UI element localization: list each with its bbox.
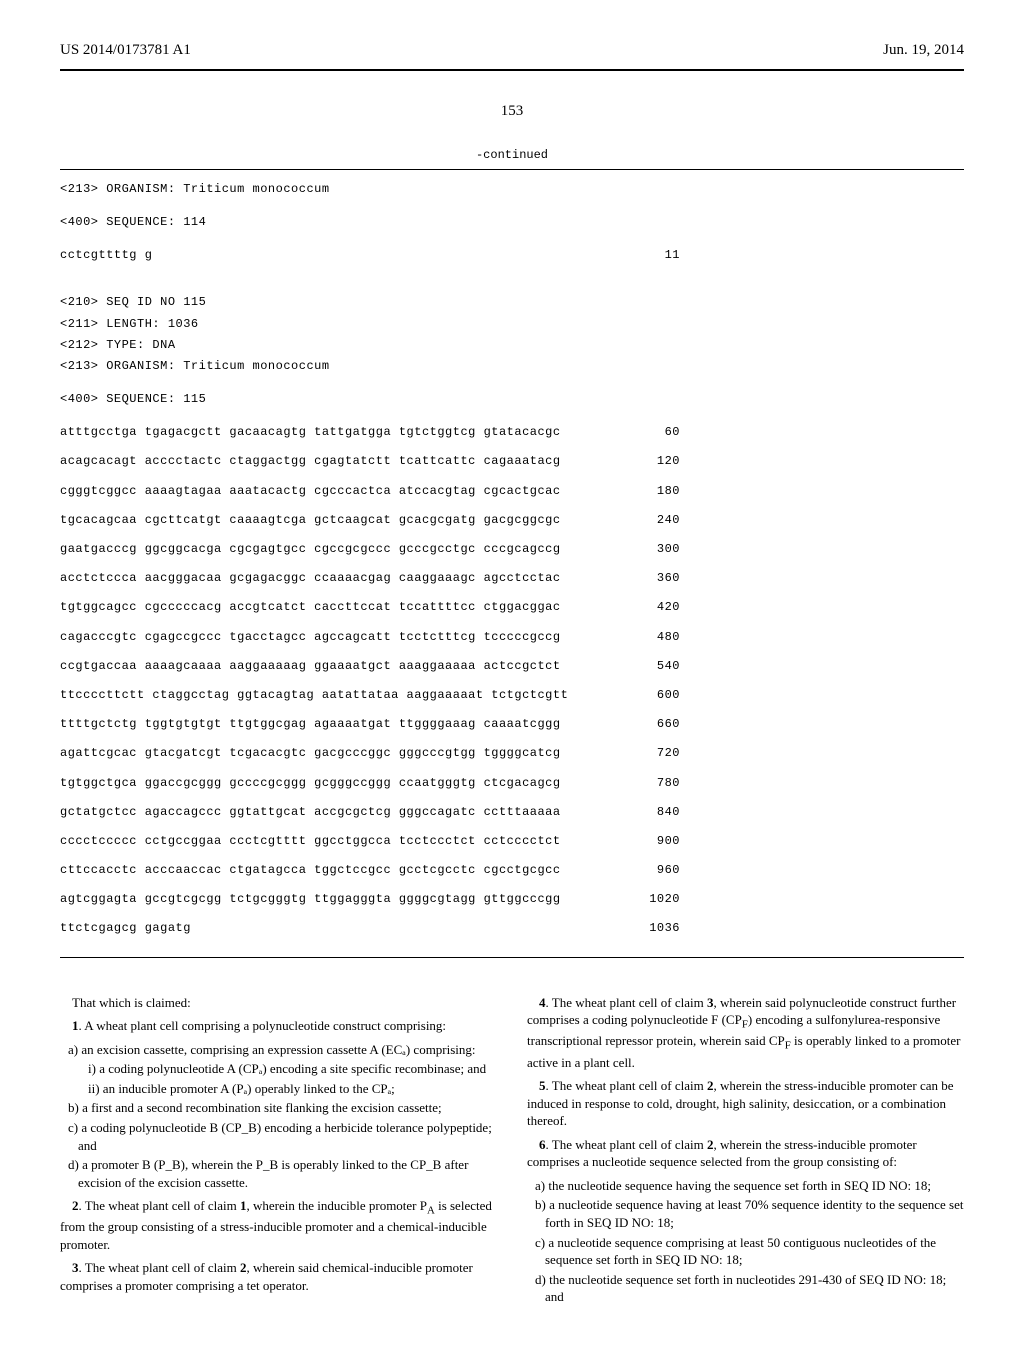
seq114-label: <400> SEQUENCE: 114 bbox=[60, 213, 964, 232]
seq-text: acagcacagt acccctactc ctaggactgg cgagtat… bbox=[60, 452, 561, 471]
continued-label: -continued bbox=[60, 147, 964, 164]
seq114-row: cctcgttttg g 11 bbox=[60, 246, 680, 265]
seq-row: gctatgctcc agaccagccc ggtattgcat accgcgc… bbox=[60, 803, 680, 822]
claim-1-lead: 1. 1. A wheat plant cell comprising a po… bbox=[60, 1017, 497, 1035]
right-column: 4. The wheat plant cell of claim 3, wher… bbox=[527, 988, 964, 1308]
seq-pos: 420 bbox=[630, 598, 680, 617]
seq-row: atttgcctga tgagacgctt gacaacagtg tattgat… bbox=[60, 423, 680, 442]
seq-pos: 600 bbox=[630, 686, 680, 705]
seq-text: ccgtgaccaa aaaagcaaaa aaggaaaaag ggaaaat… bbox=[60, 657, 561, 676]
left-column: That which is claimed: 1. 1. A wheat pla… bbox=[60, 988, 497, 1308]
seq-pos: 660 bbox=[630, 715, 680, 734]
seq-text: tgtggcagcc cgcccccacg accgtcatct caccttc… bbox=[60, 598, 561, 617]
seq-text: atttgcctga tgagacgctt gacaacagtg tattgat… bbox=[60, 423, 561, 442]
claim-6-c: c) a nucleotide sequence comprising at l… bbox=[527, 1234, 964, 1269]
claims-columns: That which is claimed: 1. 1. A wheat pla… bbox=[60, 988, 964, 1308]
seq-row: acagcacagt acccctactc ctaggactgg cgagtat… bbox=[60, 452, 680, 471]
seq-text: tgtggctgca ggaccgcggg gccccgcggg gcgggcc… bbox=[60, 774, 561, 793]
seq114-organism: <213> ORGANISM: Triticum monococcum bbox=[60, 180, 964, 199]
seq-pos: 1036 bbox=[630, 919, 680, 938]
seq-pos: 300 bbox=[630, 540, 680, 559]
seq-text: tgcacagcaa cgcttcatgt caaaagtcga gctcaag… bbox=[60, 511, 561, 530]
seq-text: ttctcgagcg gagatg bbox=[60, 919, 191, 938]
sequence-listing: <213> ORGANISM: Triticum monococcum <400… bbox=[60, 169, 964, 958]
seq115-organism: <213> ORGANISM: Triticum monococcum bbox=[60, 357, 964, 376]
seq-pos: 180 bbox=[630, 482, 680, 501]
claim-2: 2. The wheat plant cell of claim 1, wher… bbox=[60, 1197, 497, 1253]
seq-row: tgcacagcaa cgcttcatgt caaaagtcga gctcaag… bbox=[60, 511, 680, 530]
seq-text: agtcggagta gccgtcgcgg tctgcgggtg ttggagg… bbox=[60, 890, 561, 909]
seq-row: acctctccca aacgggacaa gcgagacggc ccaaaac… bbox=[60, 569, 680, 588]
claim-6-lead: 6. The wheat plant cell of claim 2, wher… bbox=[527, 1136, 964, 1171]
seq-pos: 240 bbox=[630, 511, 680, 530]
claim-1-c: c) a coding polynucleotide B (CP_B) enco… bbox=[60, 1119, 497, 1154]
seq-text: gctatgctcc agaccagccc ggtattgcat accgcgc… bbox=[60, 803, 561, 822]
seq-text: acctctccca aacgggacaa gcgagacggc ccaaaac… bbox=[60, 569, 561, 588]
seq-row: cttccacctc acccaaccac ctgatagcca tggctcc… bbox=[60, 861, 680, 880]
seq115-label: <400> SEQUENCE: 115 bbox=[60, 390, 964, 409]
seq-pos: 1020 bbox=[630, 890, 680, 909]
claim-1-a-ii: ii) an inducible promoter A (Pₐ) operabl… bbox=[60, 1080, 497, 1098]
claim-3: 3. The wheat plant cell of claim 2, wher… bbox=[60, 1259, 497, 1294]
seq-pos: 60 bbox=[630, 423, 680, 442]
seq-text: gaatgacccg ggcggcacga cgcgagtgcc cgccgcg… bbox=[60, 540, 561, 559]
seq-pos: 480 bbox=[630, 628, 680, 647]
seq115-rows: atttgcctga tgagacgctt gacaacagtg tattgat… bbox=[60, 423, 964, 938]
seq-text: ttttgctctg tggtgtgtgt ttgtggcgag agaaaat… bbox=[60, 715, 561, 734]
seq115-length: <211> LENGTH: 1036 bbox=[60, 315, 964, 334]
seq-pos: 360 bbox=[630, 569, 680, 588]
seq-text: cttccacctc acccaaccac ctgatagcca tggctcc… bbox=[60, 861, 561, 880]
seq-row: cgggtcggcc aaaagtagaa aaatacactg cgcccac… bbox=[60, 482, 680, 501]
seq-text: cctcgttttg g bbox=[60, 246, 152, 265]
claim-1-b: b) a first and a second recombination si… bbox=[60, 1099, 497, 1117]
header-rule bbox=[60, 69, 964, 71]
patent-number: US 2014/0173781 A1 bbox=[60, 40, 191, 61]
seq-row: agtcggagta gccgtcgcgg tctgcgggtg ttggagg… bbox=[60, 890, 680, 909]
claim-5: 5. The wheat plant cell of claim 2, wher… bbox=[527, 1077, 964, 1130]
seq-row: cccctccccc cctgccggaa ccctcgtttt ggcctgg… bbox=[60, 832, 680, 851]
seq-row: ccgtgaccaa aaaagcaaaa aaggaaaaag ggaaaat… bbox=[60, 657, 680, 676]
seq-text: cccctccccc cctgccggaa ccctcgtttt ggcctgg… bbox=[60, 832, 561, 851]
seq-pos: 11 bbox=[630, 246, 680, 265]
seq-text: cagacccgtc cgagccgccc tgacctagcc agccagc… bbox=[60, 628, 561, 647]
seq-row: ttctcgagcg gagatg 1036 bbox=[60, 919, 680, 938]
seq-pos: 960 bbox=[630, 861, 680, 880]
seq-text: cgggtcggcc aaaagtagaa aaatacactg cgcccac… bbox=[60, 482, 561, 501]
seq115-type: <212> TYPE: DNA bbox=[60, 336, 964, 355]
patent-date: Jun. 19, 2014 bbox=[883, 40, 964, 61]
seq-pos: 780 bbox=[630, 774, 680, 793]
claim-1-a: a) an excision cassette, comprising an e… bbox=[60, 1041, 497, 1059]
seq-row: ttttgctctg tggtgtgtgt ttgtggcgag agaaaat… bbox=[60, 715, 680, 734]
seq-row: ttccccttctt ctaggcctag ggtacagtag aatatt… bbox=[60, 686, 680, 705]
seq-row: agattcgcac gtacgatcgt tcgacacgtc gacgccc… bbox=[60, 744, 680, 763]
seq-row: gaatgacccg ggcggcacga cgcgagtgcc cgccgcg… bbox=[60, 540, 680, 559]
claim-4: 4. The wheat plant cell of claim 3, wher… bbox=[527, 994, 964, 1072]
seq-pos: 900 bbox=[630, 832, 680, 851]
claim-6-b: b) a nucleotide sequence having at least… bbox=[527, 1196, 964, 1231]
page-header: US 2014/0173781 A1 Jun. 19, 2014 bbox=[60, 40, 964, 61]
seq-row: tgtggcagcc cgcccccacg accgtcatct caccttc… bbox=[60, 598, 680, 617]
seq115-id: <210> SEQ ID NO 115 bbox=[60, 293, 964, 312]
seq-pos: 720 bbox=[630, 744, 680, 763]
claim-1-d: d) a promoter B (P_B), wherein the P_B i… bbox=[60, 1156, 497, 1191]
seq-row: cagacccgtc cgagccgccc tgacctagcc agccagc… bbox=[60, 628, 680, 647]
seq-pos: 840 bbox=[630, 803, 680, 822]
seq-pos: 540 bbox=[630, 657, 680, 676]
page-number: 153 bbox=[60, 101, 964, 122]
claim-1-a-i: i) a coding polynucleotide A (CPₐ) encod… bbox=[60, 1060, 497, 1078]
claim-6-a: a) the nucleotide sequence having the se… bbox=[527, 1177, 964, 1195]
seq-row: tgtggctgca ggaccgcggg gccccgcggg gcgggcc… bbox=[60, 774, 680, 793]
seq-pos: 120 bbox=[630, 452, 680, 471]
seq-text: ttccccttctt ctaggcctag ggtacagtag aatatt… bbox=[60, 686, 568, 705]
claims-intro: That which is claimed: bbox=[60, 994, 497, 1012]
claim-6-d: d) the nucleotide sequence set forth in … bbox=[527, 1271, 964, 1306]
seq-text: agattcgcac gtacgatcgt tcgacacgtc gacgccc… bbox=[60, 744, 561, 763]
